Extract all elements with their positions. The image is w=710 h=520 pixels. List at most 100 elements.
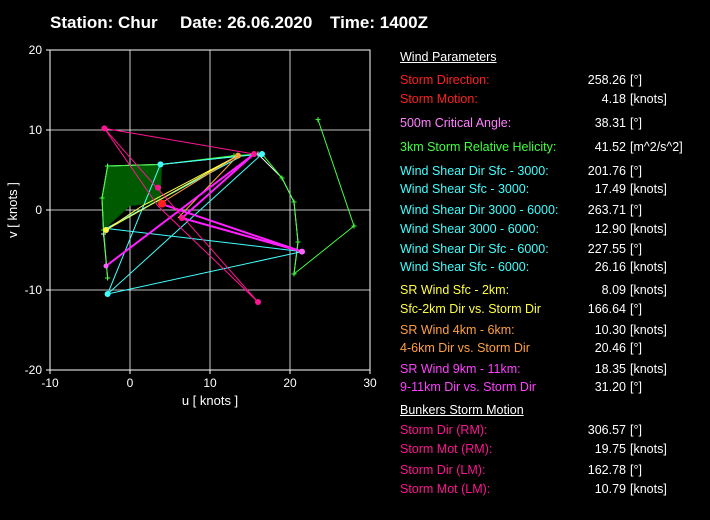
- x-tick-label: 0: [127, 376, 134, 390]
- wind-param-label: SR Wind 9km - 11km:: [400, 362, 521, 376]
- wind-param-value: 227.55: [587, 242, 626, 256]
- hodograph-marker: [259, 151, 265, 157]
- wind-param-label: Wind Shear 3000 - 6000:: [400, 222, 539, 236]
- wind-param-value: 41.52: [594, 140, 626, 154]
- date-label: Date: 26.06.2020: [180, 13, 313, 32]
- wind-param-unit: [knots]: [630, 283, 667, 297]
- wind-param-value: 17.49: [594, 182, 626, 196]
- bunkers-unit: [knots]: [630, 482, 667, 496]
- station-label: Station: Chur: [50, 13, 158, 32]
- hodograph-marker: [299, 248, 305, 255]
- wind-param-row: Wind Shear Sfc - 6000: 26.16 [knots]: [400, 260, 700, 276]
- hodograph-lines: [99, 117, 357, 303]
- bunkers-row: Storm Dir (RM): 306.57 [°]: [400, 423, 700, 439]
- wind-param-value: 166.64: [587, 302, 626, 316]
- wind-param-label: SR Wind 4km - 6km:: [400, 323, 515, 337]
- wind-param-row: Wind Shear Dir 3000 - 6000: 263.71 [°]: [400, 203, 700, 219]
- wind-param-value: 258.26: [587, 73, 626, 87]
- hodograph-markers: [101, 125, 305, 305]
- wind-param-label: 500m Critical Angle:: [400, 116, 512, 130]
- wind-param-value: 201.76: [587, 164, 626, 178]
- wind-param-row: SR Wind Sfc - 2km: 8.09 [knots]: [400, 283, 700, 299]
- hodograph-marker: [101, 125, 108, 132]
- y-axis-label: v [ knots ]: [5, 182, 20, 238]
- y-tick-label: 0: [35, 203, 42, 217]
- wind-param-label: Storm Motion:: [400, 92, 478, 106]
- wind-param-value: 18.35: [594, 362, 626, 376]
- wind-param-unit: [°]: [630, 302, 642, 316]
- bunkers-row: Storm Mot (LM): 10.79 [knots]: [400, 482, 700, 498]
- wind-param-row: Storm Direction: 258.26 [°]: [400, 73, 700, 89]
- wind-param-label: 9-11km Dir vs. Storm Dir: [400, 380, 536, 394]
- time-label: Time: 1400Z: [330, 13, 428, 32]
- x-tick-label: 20: [283, 376, 297, 390]
- x-tick-label: 10: [203, 376, 217, 390]
- wind-param-unit: [°]: [630, 380, 642, 394]
- hodograph-marker: [255, 299, 261, 305]
- wind-param-row: SR Wind 9km - 11km: 18.35 [knots]: [400, 362, 700, 378]
- wind-param-label: Sfc-2km Dir vs. Storm Dir: [400, 302, 541, 316]
- wind-param-unit: [knots]: [630, 92, 667, 106]
- wind-param-value: 4.18: [601, 92, 626, 106]
- wind-param-unit: [°]: [630, 164, 642, 178]
- wind-param-label: Wind Shear Sfc - 6000:: [400, 260, 530, 274]
- bunkers-row: Storm Mot (RM): 19.75 [knots]: [400, 442, 700, 458]
- wind-param-row: 500m Critical Angle: 38.31 [°]: [400, 116, 700, 132]
- wind-param-label: Wind Shear Dir Sfc - 6000:: [400, 242, 549, 256]
- bunkers-label: Storm Mot (RM):: [400, 442, 493, 456]
- bunkers-label: Storm Dir (RM):: [400, 423, 488, 437]
- y-tick-label: -20: [25, 363, 43, 377]
- wind-param-row: 3km Storm Relative Helicity: 41.52 [m^2/s^…: [400, 140, 700, 156]
- x-tick-label: 30: [363, 376, 377, 390]
- bunkers-unit: [knots]: [630, 442, 667, 456]
- bunkers-unit: [°]: [630, 423, 642, 437]
- wind-param-unit: [knots]: [630, 260, 667, 274]
- wind-param-value: 20.46: [594, 341, 626, 355]
- wind-param-unit: [°]: [630, 203, 642, 217]
- bunkers-value: 10.79: [594, 482, 626, 496]
- wind-param-row: Sfc-2km Dir vs. Storm Dir 166.64 [°]: [400, 302, 700, 318]
- wind-param-unit: [°]: [630, 242, 642, 256]
- wind-param-value: 12.90: [594, 222, 626, 236]
- wind-parameters-title: Wind Parameters: [400, 50, 497, 64]
- bunkers-unit: [°]: [630, 463, 642, 477]
- hodograph-marker: [157, 161, 164, 168]
- y-tick-label: 10: [29, 123, 43, 137]
- hodograph-marker: [158, 199, 166, 208]
- wind-param-unit: [m^2/s^2]: [630, 140, 683, 154]
- wind-param-row: Wind Shear Sfc - 3000: 17.49 [knots]: [400, 182, 700, 198]
- hodograph-marker: [235, 152, 241, 159]
- hodograph-series-3: [105, 155, 239, 231]
- wind-param-label: Wind Shear Dir 3000 - 6000:: [400, 203, 559, 217]
- wind-param-label: Wind Shear Dir Sfc - 3000:: [400, 164, 549, 178]
- x-tick-label: -10: [41, 376, 59, 390]
- wind-param-row: Storm Motion: 4.18 [knots]: [400, 92, 700, 108]
- wind-param-unit: [knots]: [630, 182, 667, 196]
- hodograph-marker: [103, 263, 109, 269]
- bunkers-row: Storm Dir (LM): 162.78 [°]: [400, 463, 700, 479]
- y-tick-label: -10: [25, 283, 43, 297]
- wind-param-label: 4-6km Dir vs. Storm Dir: [400, 341, 530, 355]
- wind-param-label: SR Wind Sfc - 2km:: [400, 283, 510, 297]
- wind-param-label: Storm Direction:: [400, 73, 490, 87]
- hodograph-marker: [155, 184, 161, 191]
- wind-param-value: 10.30: [594, 323, 626, 337]
- grid: [50, 50, 370, 370]
- bunkers-value: 19.75: [594, 442, 626, 456]
- bunkers-label: Storm Mot (LM):: [400, 482, 491, 496]
- wind-param-unit: [°]: [630, 73, 642, 87]
- wind-param-label: 3km Storm Relative Helicity:: [400, 140, 557, 154]
- y-tick-label: 20: [29, 43, 43, 57]
- x-axis-label: u [ knots ]: [182, 393, 238, 408]
- wind-param-row: Wind Shear Dir Sfc - 3000: 201.76 [°]: [400, 164, 700, 180]
- wind-param-value: 26.16: [594, 260, 626, 274]
- wind-param-value: 38.31: [594, 116, 626, 130]
- bunkers-title: Bunkers Storm Motion: [400, 403, 524, 417]
- hodograph-marker: [104, 291, 111, 297]
- wind-param-unit: [knots]: [630, 222, 667, 236]
- wind-param-row: Wind Shear 3000 - 6000: 12.90 [knots]: [400, 222, 700, 238]
- wind-param-value: 31.20: [594, 380, 626, 394]
- wind-param-value: 8.09: [601, 283, 626, 297]
